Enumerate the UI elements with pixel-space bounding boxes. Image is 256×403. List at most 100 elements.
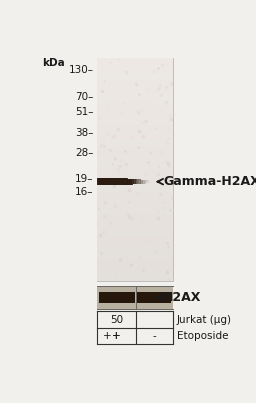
Text: 28–: 28– (75, 147, 93, 158)
Bar (98, 136, 173, 139)
Bar (107, 179, 108, 185)
Bar (111, 179, 112, 185)
Bar (98, 259, 173, 262)
Bar (144, 180, 145, 184)
Bar (144, 180, 145, 184)
Text: 130–: 130– (69, 65, 93, 75)
Bar (98, 181, 173, 184)
Bar (112, 179, 113, 185)
Bar (100, 179, 101, 185)
Bar (98, 106, 173, 110)
Bar (136, 179, 137, 184)
Bar (106, 179, 107, 185)
Bar (147, 180, 148, 183)
Bar (100, 179, 101, 185)
Bar (98, 286, 173, 309)
Text: 70–: 70– (75, 92, 93, 102)
Bar (142, 180, 143, 184)
Bar (98, 240, 173, 244)
Bar (137, 179, 138, 184)
Bar (126, 179, 127, 185)
Bar (114, 179, 115, 185)
Bar (144, 180, 145, 184)
Bar (98, 76, 173, 80)
Bar (146, 180, 147, 183)
Bar (137, 291, 171, 303)
Bar (121, 179, 122, 185)
Bar (130, 179, 131, 185)
Bar (98, 244, 173, 247)
Bar (98, 195, 173, 199)
Bar (120, 179, 121, 185)
Bar (98, 151, 173, 154)
Bar (107, 179, 108, 185)
Bar (136, 179, 137, 184)
Bar (98, 237, 173, 240)
Bar (111, 179, 112, 185)
Bar (125, 179, 126, 185)
Bar (110, 179, 111, 185)
Bar (147, 180, 148, 183)
Bar (98, 199, 173, 203)
Bar (98, 247, 173, 251)
Text: +: + (103, 331, 111, 341)
Bar (112, 179, 113, 185)
Bar (131, 179, 132, 185)
Bar (98, 178, 99, 185)
Bar (98, 99, 173, 102)
Bar (98, 270, 173, 274)
Bar (146, 180, 147, 183)
Bar (127, 179, 128, 185)
Bar (140, 179, 141, 184)
Bar (139, 179, 140, 184)
Bar (98, 80, 173, 84)
Bar (98, 218, 173, 222)
Bar (118, 179, 119, 185)
Bar (99, 179, 100, 185)
Bar (101, 179, 102, 185)
Bar (98, 65, 173, 69)
Bar (129, 179, 130, 185)
Bar (143, 180, 144, 184)
Bar (129, 179, 130, 185)
Bar (98, 229, 173, 233)
Bar (103, 179, 104, 185)
Bar (102, 179, 103, 185)
Bar (147, 180, 148, 183)
Bar (119, 179, 120, 185)
Bar (98, 139, 173, 143)
Bar (122, 179, 123, 185)
Bar (122, 179, 123, 185)
Bar (116, 179, 117, 185)
Bar (117, 179, 118, 185)
Bar (98, 188, 173, 192)
Bar (132, 179, 133, 185)
Bar (145, 180, 146, 183)
Bar (131, 179, 132, 185)
Bar (131, 179, 132, 185)
Bar (108, 179, 109, 185)
Bar (98, 102, 173, 106)
Bar (134, 179, 135, 184)
Bar (119, 179, 120, 185)
Bar (125, 179, 126, 185)
Bar (128, 179, 129, 185)
Bar (116, 179, 117, 185)
Bar (99, 179, 100, 185)
Bar (98, 121, 173, 125)
Bar (141, 179, 142, 184)
Bar (124, 179, 125, 185)
Bar (113, 179, 114, 185)
Bar (137, 179, 138, 184)
Bar (104, 179, 105, 185)
Text: 19–: 19– (75, 174, 93, 185)
Bar (134, 179, 135, 185)
Bar (98, 110, 173, 114)
Bar (98, 207, 173, 210)
Bar (143, 180, 144, 184)
Bar (101, 179, 102, 185)
Bar (98, 203, 173, 207)
Bar (98, 266, 173, 270)
Bar (99, 291, 135, 303)
Bar (138, 179, 139, 184)
